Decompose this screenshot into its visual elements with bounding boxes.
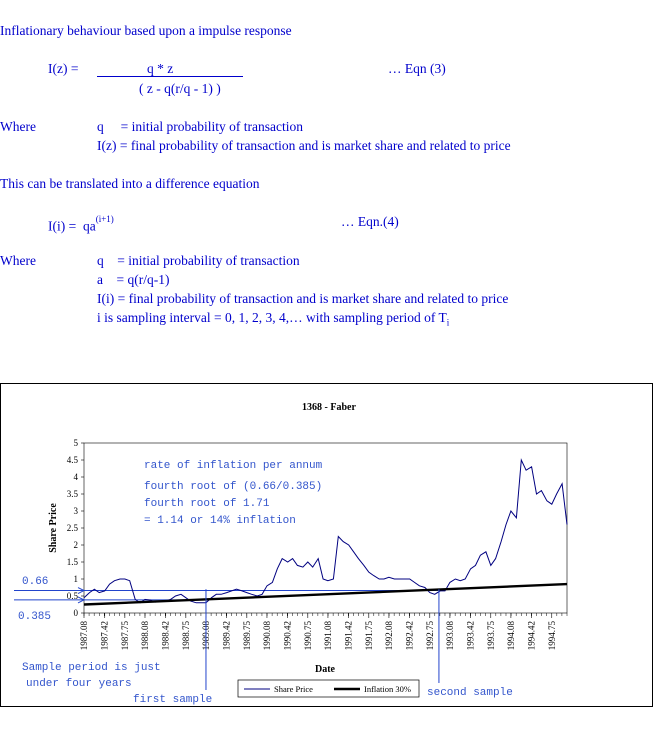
y-axis-label: Share Price [48,503,59,553]
x-tick-label: 1989.42 [222,621,232,650]
annotation-first-sample: first sample [133,694,212,706]
series-line-inflation [83,582,568,606]
where2-q-definition: q = initial probability of transaction [97,253,300,268]
y-tick-label: 5 [74,438,79,448]
x-tick-label: 1988.08 [140,621,150,651]
x-tick-label: 1991.08 [323,621,333,651]
y-tick-label: 4 [74,472,79,482]
x-tick-label: 1993.75 [486,621,496,651]
x-tick-label: 1990.08 [262,621,272,651]
where1-iz-definition: I(z) = final probability of transaction … [97,138,511,153]
annotation-rate-title: rate of inflation per annum [144,460,323,472]
annotation-label-066: 0.66 [22,576,48,588]
legend-label: Inflation 30% [364,684,411,694]
eq4-formula: I(i) = qa(i+1) [48,214,114,235]
eq3-denominator: ( z - q(r/q - 1) ) [139,81,221,96]
annotation-rate-line2: fourth root of 1.71 [144,498,270,510]
where2-sampling-definition: i is sampling interval = 0, 1, 2, 3, 4,…… [97,310,449,331]
x-tick-label: 1989.75 [242,621,252,651]
where2-word: Where [0,253,36,268]
y-tick-label: 4.5 [67,455,79,465]
sampling-text: i is sampling interval = 0, 1, 2, 3, 4,…… [97,310,447,325]
x-tick-label: 1992.75 [425,621,435,651]
eq4-exponent: (i+1) [95,214,114,224]
legend-label: Share Price [274,684,313,694]
sampling-subscript: i [446,317,450,328]
eq4-lhs: I(i) = qa [48,218,96,234]
x-tick-label: 1991.42 [344,621,354,650]
annotation-rate-line3: = 1.14 or 14% inflation [144,515,296,527]
chart-title: 1368 - Faber [302,402,356,413]
x-tick-label: 1991.75 [364,621,374,651]
x-tick-label: 1994.42 [527,621,537,650]
legend-box [237,679,420,698]
x-tick-label: 1988.75 [181,621,191,651]
x-tick-label: 1990.75 [303,621,313,651]
annotation-rate-line1: fourth root of (0.66/0.385) [144,481,322,493]
chart-frame [0,383,653,707]
where2-a-definition: a = q(r/q-1) [97,272,170,287]
x-tick-label: 1992.08 [384,621,394,651]
y-tick-label: 3.5 [67,489,79,499]
reference-arrow-0.385 [77,596,86,604]
annotation-sample-period-2: under four years [26,678,132,690]
x-tick-label: 1987.75 [120,621,130,651]
difference-equation-text: This can be translated into a difference… [0,176,260,191]
y-tick-label: 0 [74,608,79,618]
x-axis-label: Date [315,664,336,675]
y-tick-label: 2.5 [67,523,79,533]
eq3-fraction-bar [97,76,243,77]
eq3-lhs: I(z) = [48,61,79,76]
where1-q-definition: q = initial probability of transaction [97,119,303,134]
x-tick-label: 1987.08 [79,621,89,651]
x-tick-label: 1993.42 [466,621,476,650]
y-tick-label: 2 [74,540,79,550]
where2-ii-definition: I(i) = final probability of transaction … [97,291,509,306]
y-tick-label: 0.5 [67,591,79,601]
eq4-label: … Eqn.(4) [341,214,399,229]
x-tick-label: 1988.42 [161,621,171,650]
eq3-label: … Eqn (3) [388,61,446,76]
where1-word: Where [0,119,36,134]
reference-arrow-0.66 [77,587,86,595]
x-tick-label: 1990.42 [283,621,293,650]
x-tick-label: 1992.42 [405,621,415,650]
annotation-second-sample: second sample [427,687,513,699]
annotation-sample-period-1: Sample period is just [22,662,161,674]
x-tick-label: 1993.08 [445,621,455,651]
y-tick-label: 1 [74,574,79,584]
x-tick-label: 1987.42 [100,621,110,650]
document-heading: Inflationary behaviour based upon a impu… [0,23,292,38]
chart-layer: 0 0.5 1 1.5 2 2.5 3 3.5 4 4.5 5 1987.08 1987.42 1987.… [14,438,568,698]
x-tick-label: 1994.75 [547,621,557,651]
eq3-numerator: q * z [147,61,174,76]
y-tick-label: 1.5 [67,557,79,567]
y-tick-label: 3 [74,506,79,516]
x-tick-label: 1994.08 [506,621,516,651]
annotation-label-0385: 0.385 [18,611,51,623]
